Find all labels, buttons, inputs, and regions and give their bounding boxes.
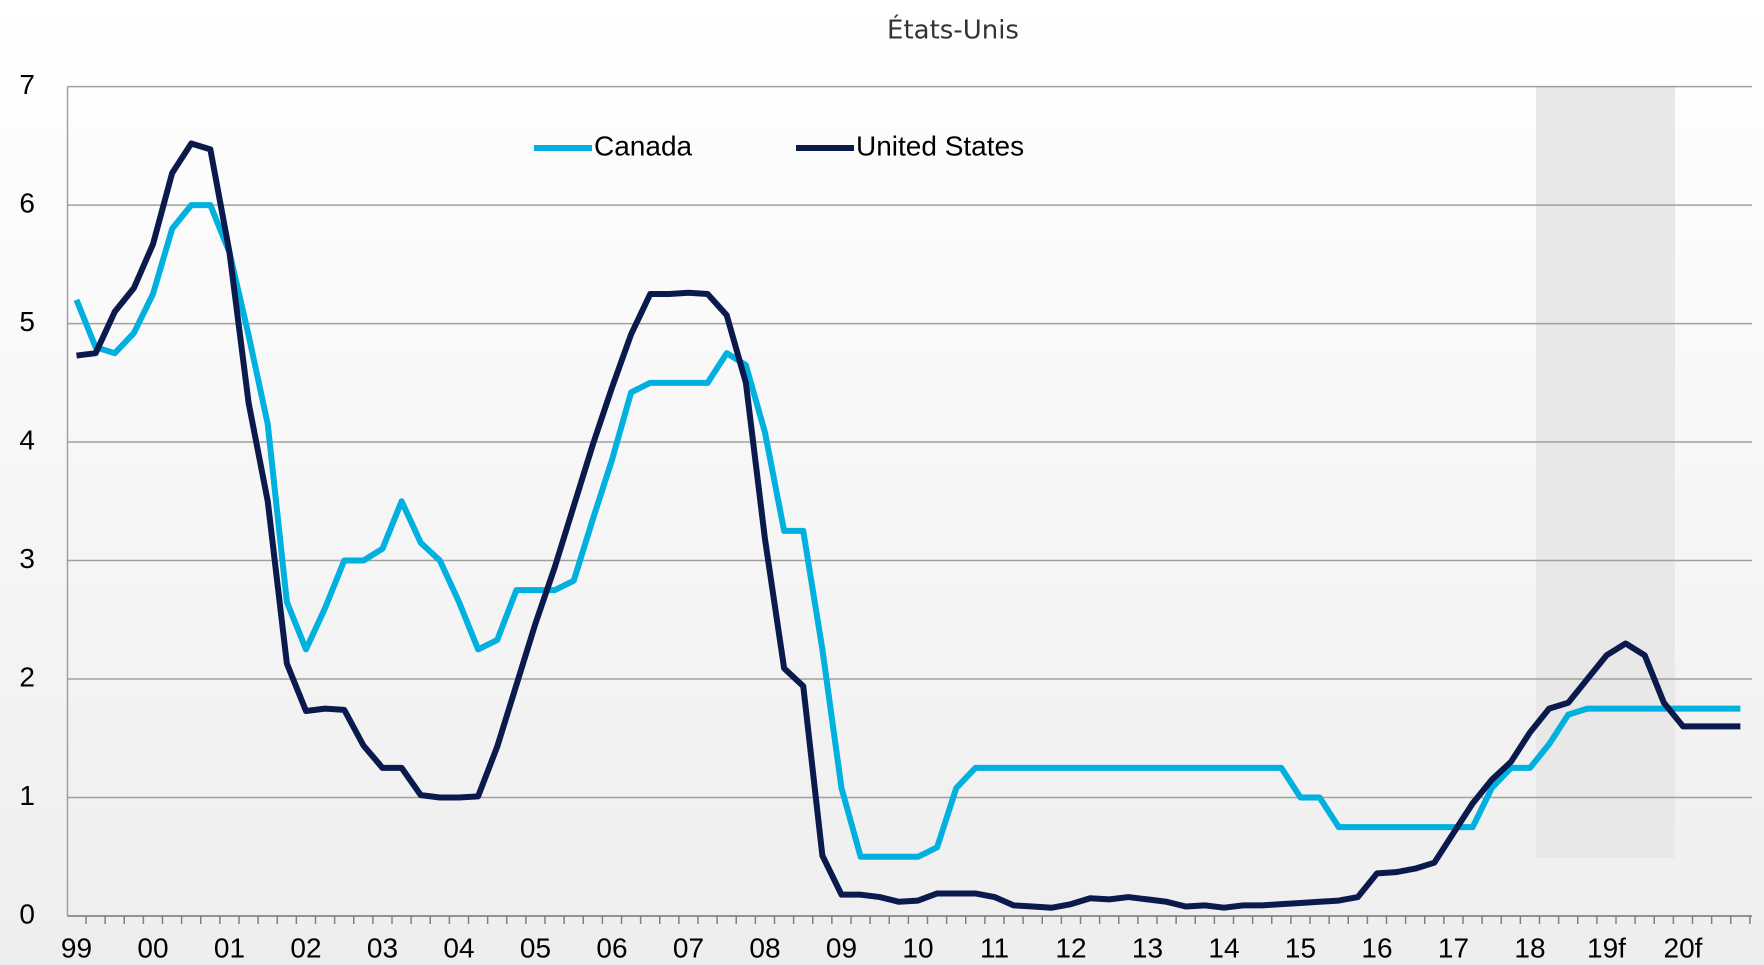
- x-tick-label: 08: [749, 932, 780, 963]
- x-tick-label: 09: [826, 932, 857, 963]
- y-tick-label: 3: [19, 543, 35, 574]
- forecast-shade: [1536, 87, 1675, 858]
- x-tick-label: 13: [1132, 932, 1163, 963]
- x-tick-label: 20f: [1664, 932, 1703, 963]
- x-tick-label: 00: [137, 932, 168, 963]
- legend-label: Canada: [594, 130, 693, 161]
- y-tick-label: 0: [19, 898, 35, 929]
- x-tick-label: 10: [902, 932, 933, 963]
- x-tick-label: 15: [1285, 932, 1316, 963]
- x-tick-label: 19f: [1587, 932, 1626, 963]
- chart-title: États-Unis: [887, 14, 1019, 46]
- x-tick-label: 12: [1055, 932, 1086, 963]
- x-tick-label: 11: [980, 932, 1009, 963]
- legend-label: United States: [856, 130, 1024, 161]
- x-tick-label: 14: [1208, 932, 1239, 963]
- x-tick-label: 18: [1514, 932, 1545, 963]
- x-tick-label: 06: [596, 932, 627, 963]
- x-tick-label: 03: [367, 932, 398, 963]
- y-tick-label: 7: [19, 69, 35, 100]
- y-tick-label: 2: [19, 661, 35, 692]
- y-tick-label: 5: [19, 306, 35, 337]
- x-tick-label: 99: [61, 932, 92, 963]
- line-series: [76, 140, 1741, 911]
- y-tick-label: 4: [19, 424, 35, 455]
- x-tick-label: 01: [214, 932, 245, 963]
- x-tick-label: 05: [520, 932, 551, 963]
- x-tick-label: 16: [1361, 932, 1392, 963]
- x-tick-label: 04: [443, 932, 474, 963]
- x-tick-label: 07: [673, 932, 704, 963]
- line-series: [73, 202, 1741, 860]
- x-tick-label: 17: [1438, 932, 1469, 963]
- y-tick-label: 6: [19, 187, 35, 218]
- x-tick-label: 02: [290, 932, 321, 963]
- y-tick-label: 1: [19, 780, 35, 811]
